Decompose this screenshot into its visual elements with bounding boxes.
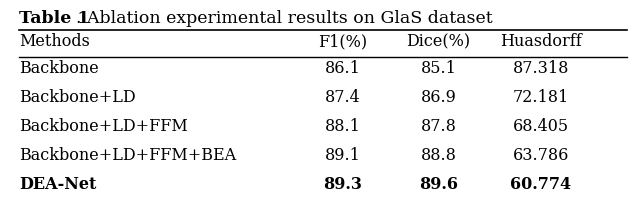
Text: 87.8: 87.8 [420, 118, 456, 135]
Text: Backbone+LD+FFM+BEA: Backbone+LD+FFM+BEA [19, 147, 236, 164]
Text: Backbone+LD+FFM: Backbone+LD+FFM [19, 118, 188, 135]
Text: Backbone+LD: Backbone+LD [19, 89, 136, 106]
Text: 87.318: 87.318 [513, 60, 569, 77]
Text: Table 1: Table 1 [19, 10, 90, 27]
Text: 89.1: 89.1 [324, 147, 360, 164]
Text: 85.1: 85.1 [420, 60, 456, 77]
Text: Backbone: Backbone [19, 60, 99, 77]
Text: 89.6: 89.6 [419, 176, 458, 193]
Text: Dice(%): Dice(%) [406, 33, 470, 50]
Text: 87.4: 87.4 [324, 89, 360, 106]
Text: F1(%): F1(%) [318, 33, 367, 50]
Text: 60.774: 60.774 [510, 176, 572, 193]
Text: Huasdorff: Huasdorff [500, 33, 582, 50]
Text: 63.786: 63.786 [513, 147, 569, 164]
Text: 86.9: 86.9 [420, 89, 456, 106]
Text: Methods: Methods [19, 33, 90, 50]
Text: 88.8: 88.8 [420, 147, 456, 164]
Text: 88.1: 88.1 [324, 118, 360, 135]
Text: 89.3: 89.3 [323, 176, 362, 193]
Text: 68.405: 68.405 [513, 118, 569, 135]
Text: DEA-Net: DEA-Net [19, 176, 97, 193]
Text: . Ablation experimental results on GlaS dataset: . Ablation experimental results on GlaS … [76, 10, 493, 27]
Text: 72.181: 72.181 [513, 89, 569, 106]
Text: 86.1: 86.1 [324, 60, 360, 77]
